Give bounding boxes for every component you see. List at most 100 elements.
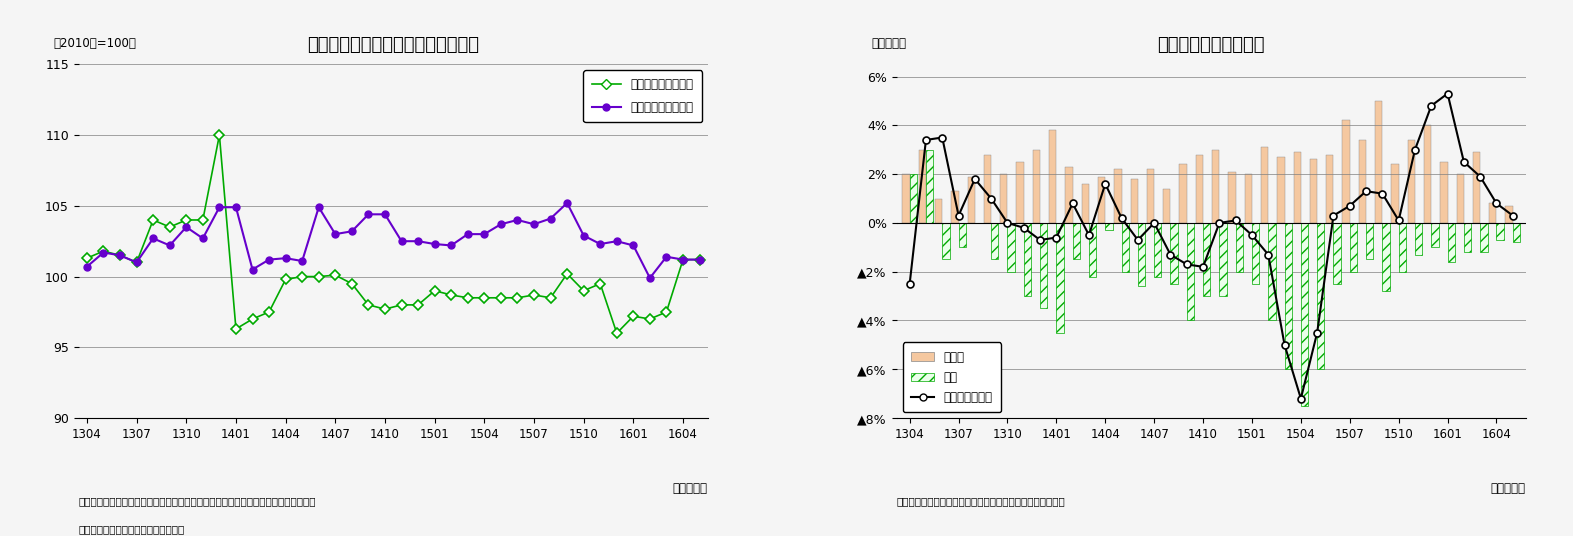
小売販売売上額（実質） xyxy=(524,292,543,298)
Bar xyxy=(1268,223,1276,321)
小売販売売上額（実質） xyxy=(574,287,593,294)
Bar xyxy=(1049,130,1057,223)
Bar xyxy=(1203,223,1210,296)
Bar xyxy=(983,154,991,223)
Bar xyxy=(1457,174,1464,223)
Bar xyxy=(934,198,942,223)
Bar xyxy=(1383,223,1389,291)
Bar xyxy=(1408,140,1416,223)
小売販売売上額（名目） xyxy=(227,204,245,211)
Text: （年・月）: （年・月） xyxy=(1491,482,1526,495)
Bar xyxy=(1293,152,1301,223)
小売販売売上額（実質） xyxy=(508,295,527,301)
小売販売売上額（名目） xyxy=(475,231,494,237)
Bar xyxy=(1480,223,1488,252)
小売販売売上額（名目） xyxy=(94,249,113,256)
Bar xyxy=(1122,223,1129,272)
小売販売売上額（実質） xyxy=(624,313,643,319)
Bar xyxy=(1219,223,1227,296)
小売販売売上額（名目） xyxy=(359,211,378,218)
小売販売売上額（実質） xyxy=(160,224,179,230)
小売販売売上額（実質） xyxy=(227,326,245,332)
Bar xyxy=(926,150,933,223)
Bar xyxy=(942,223,950,259)
Bar xyxy=(1186,223,1194,321)
Bar xyxy=(1114,169,1122,223)
Bar xyxy=(1082,184,1089,223)
Bar xyxy=(1195,154,1203,223)
小売販売売上額（実質） xyxy=(640,316,659,322)
小売販売売上額（実質） xyxy=(260,309,278,315)
Bar xyxy=(1162,189,1170,223)
小売販売売上額（名目） xyxy=(624,242,643,249)
小売販売売上額（実質） xyxy=(673,256,692,263)
小売販売売上額（名目） xyxy=(491,221,510,227)
Bar xyxy=(1441,162,1447,223)
Bar xyxy=(1007,223,1015,272)
小売販売売上額（名目） xyxy=(293,258,311,264)
小売販売売上額（名目） xyxy=(640,275,659,281)
小売販売売上額（実質） xyxy=(607,330,626,337)
小売販売売上額（名目） xyxy=(376,211,395,218)
Bar xyxy=(1398,223,1406,272)
小売販売売上額（名目） xyxy=(110,252,129,258)
Text: （資料）日本フードサービス協会「外食産業市場動向調査」: （資料）日本フードサービス協会「外食産業市場動向調査」 xyxy=(897,496,1065,506)
Bar xyxy=(1326,154,1334,223)
小売販売売上額（実質） xyxy=(127,259,146,266)
小売販売売上額（名目） xyxy=(508,217,527,223)
Bar xyxy=(1505,206,1513,223)
小売販売売上額（実質） xyxy=(558,271,577,277)
Bar xyxy=(1137,223,1145,286)
Bar xyxy=(1416,223,1422,255)
Bar xyxy=(1073,223,1081,259)
小売販売売上額（実質） xyxy=(359,302,378,308)
Bar xyxy=(919,150,926,223)
小売販売売上額（実質） xyxy=(277,276,296,282)
小売販売売上額（実質） xyxy=(591,280,610,287)
小売販売売上額（実質） xyxy=(475,295,494,301)
小売販売売上額（名目） xyxy=(209,204,228,211)
小売販売売上額（名目） xyxy=(607,238,626,244)
Bar xyxy=(1089,223,1096,277)
Bar xyxy=(1244,174,1252,223)
Legend: 小売販売額（実質）, 小売販売額（名目）: 小売販売額（実質）, 小売販売額（名目） xyxy=(584,70,702,122)
Bar xyxy=(1016,162,1024,223)
Bar xyxy=(1000,174,1007,223)
小売販売売上額（名目） xyxy=(193,235,212,242)
小売販売売上額（名目） xyxy=(691,256,709,263)
Bar xyxy=(1424,125,1431,223)
小売販売売上額（実質） xyxy=(310,273,329,280)
小売販売売上額（名目） xyxy=(591,241,610,247)
Bar xyxy=(1375,101,1383,223)
小売販売売上額（実質） xyxy=(176,217,195,223)
Bar xyxy=(1513,223,1520,242)
Text: （資料）経済産業省「商業動態統計」: （資料）経済産業省「商業動態統計」 xyxy=(79,524,186,534)
Bar xyxy=(1365,223,1373,259)
Line: 小売販売売上額（名目）: 小売販売売上額（名目） xyxy=(83,199,703,281)
小売販売売上額（実質） xyxy=(458,295,477,301)
Bar xyxy=(1065,167,1073,223)
小売販売売上額（実質） xyxy=(376,306,395,312)
Bar xyxy=(1334,223,1340,284)
小売販売売上額（実質） xyxy=(326,272,344,278)
Bar xyxy=(1155,223,1161,277)
小売販売売上額（名目） xyxy=(343,228,362,235)
Bar xyxy=(1350,223,1357,272)
小売販売売上額（名目） xyxy=(160,242,179,249)
小売販売売上額（実質） xyxy=(110,252,129,258)
Text: （前年比）: （前年比） xyxy=(871,37,906,50)
小売販売売上額（実質） xyxy=(293,273,311,280)
小売販売売上額（名目） xyxy=(409,238,428,244)
Bar xyxy=(1342,121,1350,223)
小売販売売上額（名目） xyxy=(574,232,593,239)
Bar xyxy=(903,174,909,223)
Bar xyxy=(1464,223,1471,252)
小売販売売上額（名目） xyxy=(176,224,195,230)
Bar xyxy=(909,174,917,223)
小売販売売上額（名目） xyxy=(244,266,263,273)
Bar xyxy=(1301,223,1309,406)
Legend: 客単価, 客数, 外食産業売上高: 客単価, 客数, 外食産業売上高 xyxy=(903,343,1000,412)
Title: 外食産業売上高の推移: 外食産業売上高の推移 xyxy=(1158,36,1265,55)
小売販売売上額（実質） xyxy=(491,295,510,301)
小売販売売上額（実質） xyxy=(392,302,411,308)
